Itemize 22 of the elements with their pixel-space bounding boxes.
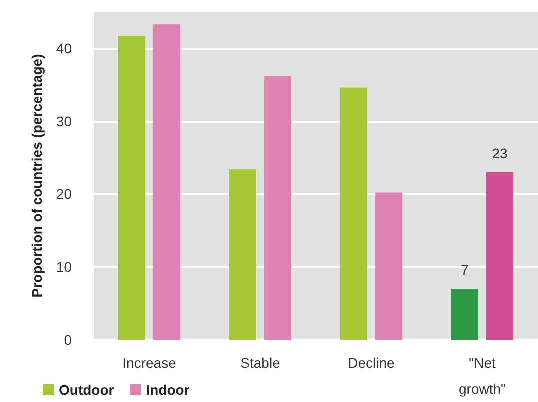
bar <box>118 36 146 340</box>
bar <box>264 76 292 340</box>
legend-label: Indoor <box>146 382 190 398</box>
bar <box>229 169 256 340</box>
legend-label: Outdoor <box>59 382 115 398</box>
y-tick-label: 0 <box>64 332 72 348</box>
x-tick-label: Decline <box>348 355 396 371</box>
y-axis-title: Proportion of countries (percentage) <box>29 54 45 298</box>
bar <box>451 288 478 340</box>
data-label: 7 <box>461 262 470 278</box>
y-tick-label: 30 <box>56 113 72 130</box>
y-tick-label: 10 <box>56 259 72 276</box>
y-tick-label: 40 <box>56 40 72 56</box>
data-label: 23 <box>492 145 508 162</box>
y-tick-label: 20 <box>56 186 72 202</box>
bar <box>154 24 181 340</box>
x-tick-label: "Net growth" <box>459 355 506 397</box>
bar <box>376 192 403 340</box>
x-tick-label: Stable <box>240 355 281 371</box>
bar <box>340 88 368 340</box>
x-tick-label: Increase <box>122 355 177 371</box>
bar <box>486 172 514 340</box>
